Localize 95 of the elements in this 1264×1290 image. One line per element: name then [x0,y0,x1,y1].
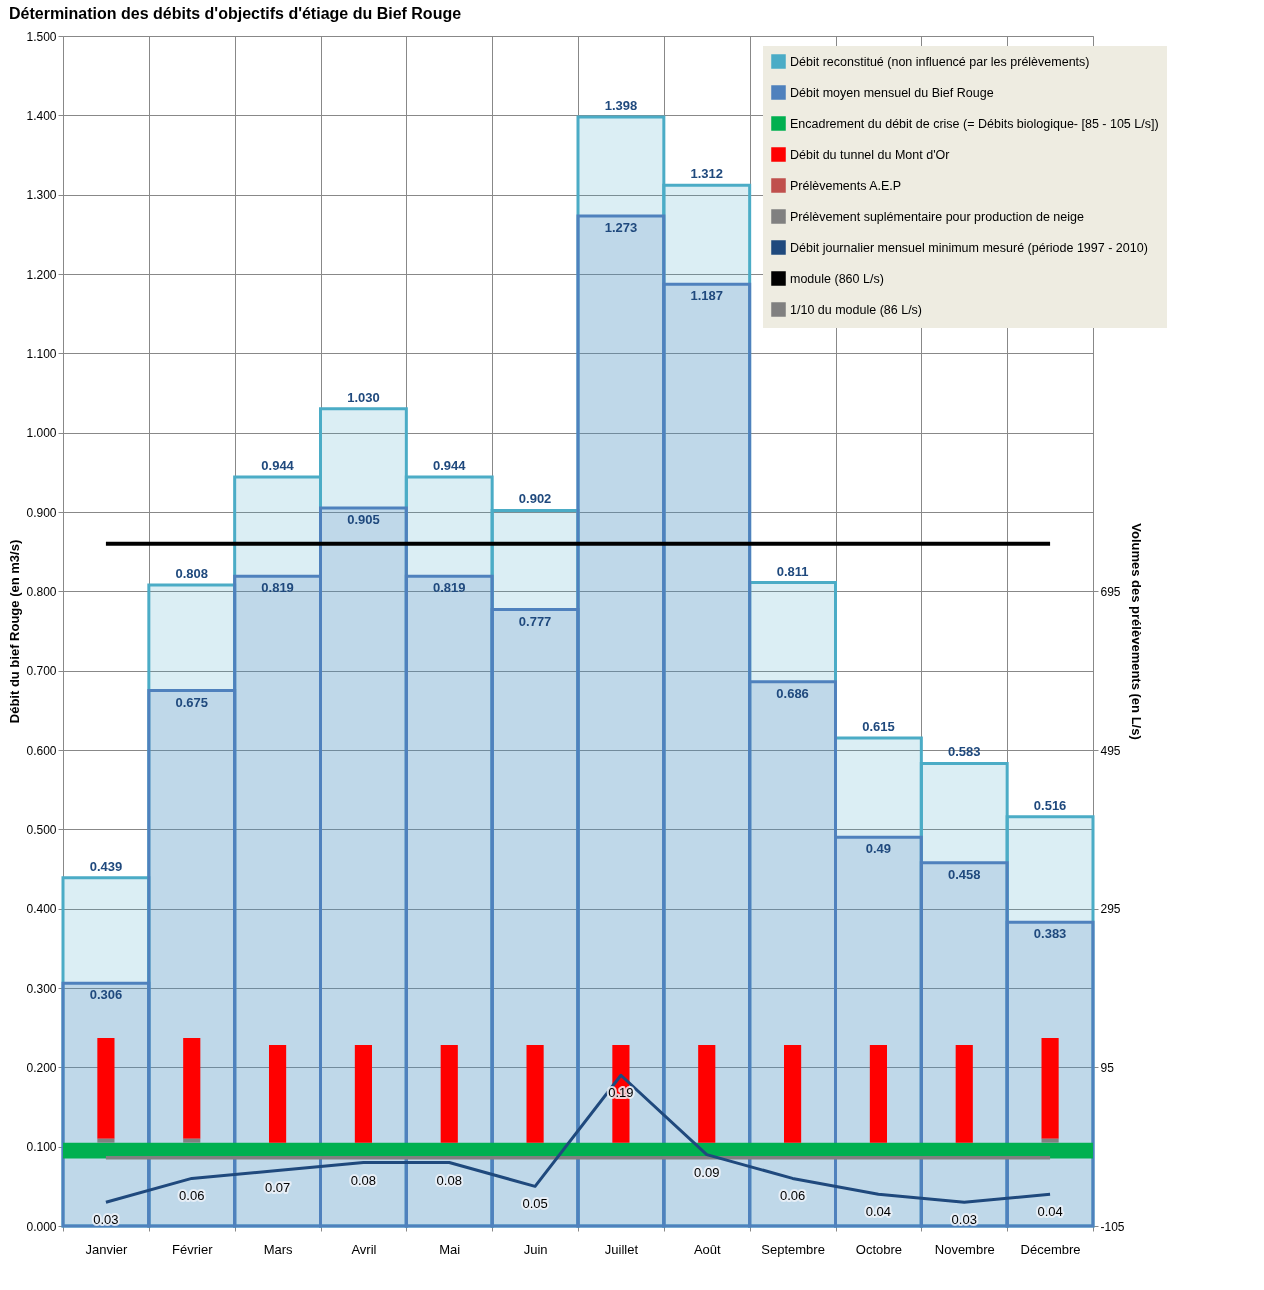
bar [784,1045,802,1143]
x-tick-label: Juillet [604,1241,639,1257]
data-label: 0.686 [776,685,809,701]
data-label: 0.944 [432,458,467,474]
data-label: 0.458 [947,866,981,882]
data-label: 0.819 [261,580,294,596]
bar [440,1045,458,1143]
x-tick-label: Janvier [85,1241,129,1257]
data-label: 1.187 [690,288,724,304]
bar [269,1045,287,1143]
y2-tick-label: 495 [1100,743,1121,758]
data-label: 0.09 [694,1164,720,1180]
legend-label: Débit moyen mensuel du Bief Rouge [790,85,994,100]
bar [97,1138,115,1143]
x-tick-label: Septembre [761,1241,825,1257]
y-tick-label: 1.200 [26,267,57,282]
data-label: 1.030 [347,389,380,405]
data-label: 1.273 [604,220,638,236]
legend-label: Débit reconstitué (non influencé par les prélèvements) [790,54,1090,69]
y-tick-label: 0.400 [26,902,57,917]
y-tick-label: 1.500 [26,29,57,44]
y-tick-label: 0.900 [26,505,57,520]
data-label: 0.811 [776,563,809,579]
data-label: 0.03 [951,1212,977,1228]
data-label: 0.516 [1033,797,1067,813]
data-label: 0.902 [518,491,552,507]
bar [526,1045,544,1143]
bar [354,1045,372,1143]
data-label: 0.944 [261,458,295,474]
legend-label: Encadrement du débit de crise (= Débits biologique- [85 - 105 L/s]) [790,116,1159,131]
data-label: 0.583 [947,744,981,760]
x-tick-label: Novembre [934,1241,995,1257]
y-tick-label: 0.300 [26,981,57,996]
y2-axis-title: Volumes des prélèvements (en L/s) [1128,523,1144,740]
data-label: 0.819 [432,580,466,596]
y2-tick-label: 695 [1100,584,1121,599]
x-tick-label: Octobre [855,1241,903,1257]
y-tick-label: 0.600 [26,743,57,758]
data-label: 0.03 [93,1212,119,1228]
legend-label: 1/10 du module (86 L/s) [790,302,923,317]
data-label: 0.04 [1037,1204,1063,1220]
data-label: 0.808 [175,565,209,581]
y2-tick-label: -105 [1100,1219,1125,1234]
bar [1041,1037,1059,1139]
chart-title: Détermination des débits d'objectifs d'étiage du Bief Rouge [8,5,462,22]
data-label: 0.306 [89,987,123,1003]
data-label: 0.08 [436,1172,462,1188]
x-tick-label: Mai [439,1241,461,1257]
y-tick-label: 0.500 [26,822,57,837]
y2-tick-label: 295 [1100,902,1121,917]
data-label: 0.615 [862,719,895,735]
legend-label: Prélèvement suplémentaire pour production de neige [790,209,1084,224]
data-label: 0.07 [264,1180,291,1196]
data-label: 0.49 [865,841,892,857]
data-label: 0.777 [518,613,552,629]
bar [748,680,837,1228]
y2-tick-label: 95 [1100,1060,1115,1075]
data-label: 1.398 [604,97,638,113]
x-tick-label: Février [172,1241,214,1257]
y-tick-label: 0.800 [26,584,57,599]
data-label: 0.04 [865,1204,892,1220]
bar [698,1045,716,1143]
data-label: 0.905 [347,512,380,528]
x-tick-label: Décembre [1020,1241,1081,1257]
data-label: 1.312 [690,166,724,182]
data-label: 0.06 [179,1188,205,1204]
data-label: 0.08 [350,1172,377,1188]
y-tick-label: 1.100 [26,346,57,361]
bar [1041,1138,1059,1143]
data-label: 0.05 [522,1196,548,1212]
y-tick-label: 0.000 [26,1219,57,1234]
y-tick-label: 1.000 [26,426,57,441]
bar [183,1138,201,1143]
x-tick-label: Août [693,1241,722,1257]
legend-label: Débit journalier mensuel minimum mesuré (période 1997 - 2010) [790,240,1148,255]
y-tick-label: 0.200 [26,1060,57,1075]
y-tick-label: 1.300 [26,188,57,203]
bar [97,1037,115,1139]
y-tick-label: 1.400 [26,108,57,123]
bar [183,1037,201,1139]
data-label: 0.383 [1033,926,1067,942]
data-label: 0.06 [779,1188,806,1204]
y-tick-label: 0.700 [26,664,57,679]
bar [955,1045,973,1143]
legend-label: Prélèvements A.E.P [790,178,902,193]
y-axis-title: Débit du bief Rouge (en m3/s) [7,539,23,724]
x-tick-label: Juin [523,1241,548,1257]
x-tick-label: Mars [263,1241,294,1257]
legend-label: module (860 L/s) [790,271,884,286]
bar [869,1045,887,1143]
x-tick-label: Avril [351,1241,377,1257]
y-tick-label: 0.100 [26,1140,57,1155]
data-label: 0.675 [175,694,209,710]
legend-label: Débit du tunnel du Mont d'Or [790,147,950,162]
data-label: 0.439 [89,858,123,874]
